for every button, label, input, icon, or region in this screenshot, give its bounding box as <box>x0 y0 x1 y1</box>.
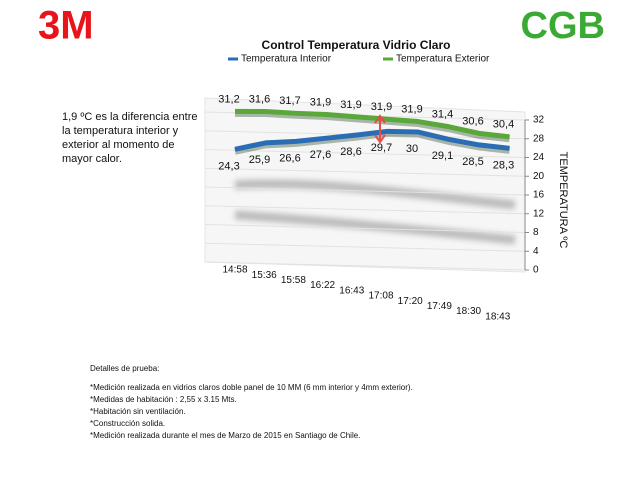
grid-line <box>204 167 526 177</box>
data-label: 31,4 <box>432 109 453 121</box>
data-label: 31,9 <box>401 103 422 115</box>
grid-line <box>204 242 526 252</box>
data-label: 28,6 <box>340 146 361 158</box>
data-label: 25,9 <box>249 154 270 166</box>
data-label: 30,4 <box>493 119 514 131</box>
difference-arrow <box>374 114 386 144</box>
y-tick-label: 16 <box>533 190 545 201</box>
x-tick-label: 17:08 <box>368 291 393 302</box>
data-label: 26,6 <box>279 152 300 164</box>
data-label: 30 <box>406 143 418 155</box>
series-line <box>234 108 510 140</box>
legend-label: Temperatura Exterior <box>396 54 490 65</box>
y-tick-label: 4 <box>533 246 539 257</box>
details-item: *Habitación sin ventilación. <box>90 407 186 416</box>
series-line <box>234 128 510 152</box>
annotation-line: exterior al momento de <box>62 139 175 151</box>
grid-line <box>204 224 526 233</box>
data-label: 24,3 <box>218 160 239 172</box>
data-label: 28,3 <box>493 159 514 171</box>
data-label: 27,6 <box>310 149 331 161</box>
details-item: *Medición realizada en vidrios claros do… <box>90 383 413 392</box>
x-tick-label: 18:43 <box>485 311 510 322</box>
details-item: *Medición realizada durante el mes de Ma… <box>90 431 360 440</box>
x-tick-label: 16:22 <box>310 280 335 291</box>
data-label: 29,7 <box>371 142 392 154</box>
data-label: 31,9 <box>340 99 361 111</box>
logo-3m: 3M <box>38 4 94 48</box>
annotation-line: mayor calor. <box>62 153 122 165</box>
y-axis-label: TEMPERATURA ºC <box>557 152 569 249</box>
data-label: 31,6 <box>249 93 270 105</box>
grid-line <box>204 205 526 215</box>
details-item: *Construcción solida. <box>90 419 165 428</box>
x-tick-label: 14:58 <box>222 265 247 276</box>
shadow <box>234 179 516 210</box>
y-tick-label: 0 <box>533 265 539 276</box>
data-label: 28,5 <box>462 156 483 168</box>
details: Detalles de prueba: *Medición realizada e… <box>90 364 413 440</box>
chart-title: Control Temperatura Vidrio Claro <box>262 38 451 52</box>
grid-line <box>204 261 526 271</box>
y-tick-label: 28 <box>533 133 545 144</box>
grid-line <box>204 149 526 158</box>
y-tick-label: 12 <box>533 208 545 219</box>
annotation-line: 1,9 ºC es la diferencia entre <box>62 111 197 123</box>
x-tick-label: 18:30 <box>456 306 481 317</box>
data-label: 31,9 <box>310 96 331 108</box>
x-tick-label: 17:20 <box>398 296 423 307</box>
data-label: 30,6 <box>462 115 483 127</box>
plot: 0 4 8 12 16 20 24 28 32 14:58 15:36 15:58 16:22 16:43… <box>204 93 545 322</box>
data-label: 31,9 <box>371 101 392 113</box>
y-tick-label: 20 <box>533 171 545 182</box>
x-tick-label: 15:36 <box>252 270 277 281</box>
data-label: 29,1 <box>432 150 453 162</box>
y-tick-label: 24 <box>533 152 545 163</box>
data-label: 31,2 <box>218 93 239 105</box>
details-item: *Medidas de habitación : 2,55 x 3.15 Mts… <box>90 395 237 404</box>
grid-line <box>204 186 526 196</box>
y-tick-label: 8 <box>533 227 539 238</box>
x-tick-label: 16:43 <box>339 285 364 296</box>
shadow <box>234 210 516 245</box>
data-label: 31,7 <box>279 95 300 107</box>
y-tick-label: 32 <box>533 115 545 126</box>
legend-label: Temperatura Interior <box>241 54 332 65</box>
details-title: Detalles de prueba: <box>90 364 159 373</box>
logo-cgb: CGB <box>521 5 605 47</box>
annotation-line: la temperatura interior y <box>62 125 179 137</box>
x-tick-label: 17:49 <box>427 301 452 312</box>
x-tick-label: 15:58 <box>281 275 306 286</box>
annotation: 1,9 ºC es la diferencia entre la temperat… <box>62 111 197 165</box>
